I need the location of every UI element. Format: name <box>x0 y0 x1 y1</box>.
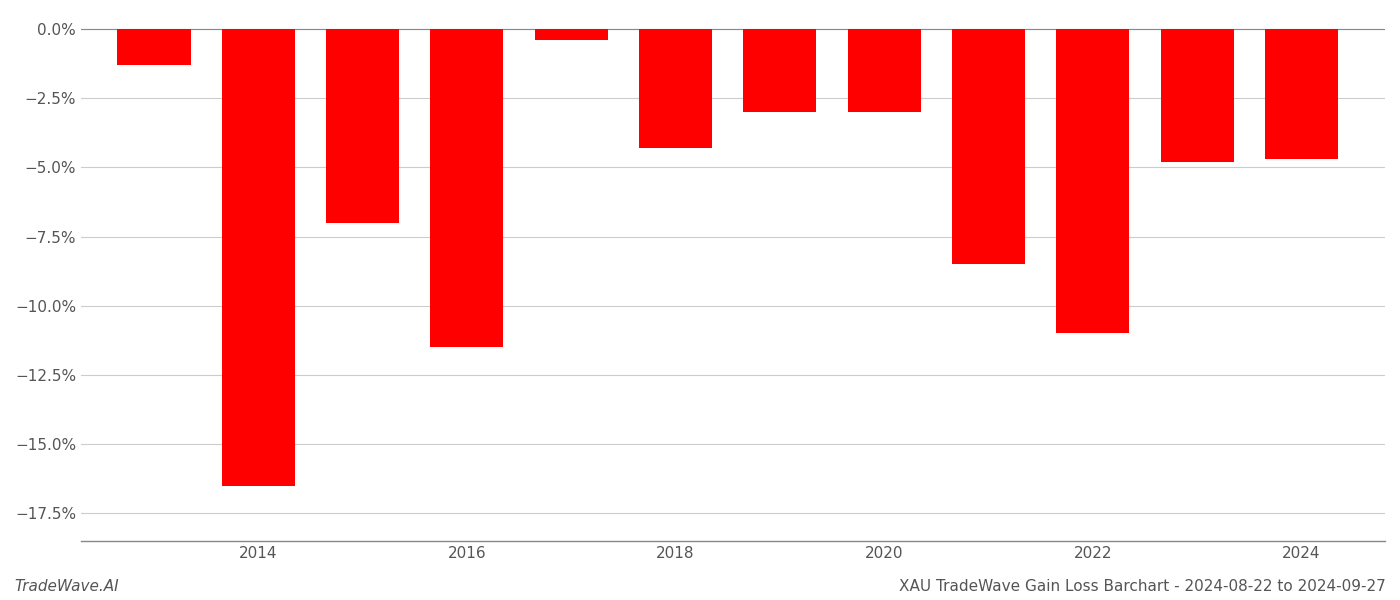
Bar <box>1266 29 1338 159</box>
Bar <box>430 29 504 347</box>
Bar <box>1057 29 1130 334</box>
Bar <box>221 29 295 486</box>
Bar <box>118 29 190 65</box>
Bar <box>535 29 608 40</box>
Bar <box>1161 29 1233 162</box>
Text: TradeWave.AI: TradeWave.AI <box>14 579 119 594</box>
Bar <box>640 29 713 148</box>
Bar <box>326 29 399 223</box>
Bar <box>848 29 921 112</box>
Bar <box>952 29 1025 264</box>
Text: XAU TradeWave Gain Loss Barchart - 2024-08-22 to 2024-09-27: XAU TradeWave Gain Loss Barchart - 2024-… <box>899 579 1386 594</box>
Bar <box>743 29 816 112</box>
